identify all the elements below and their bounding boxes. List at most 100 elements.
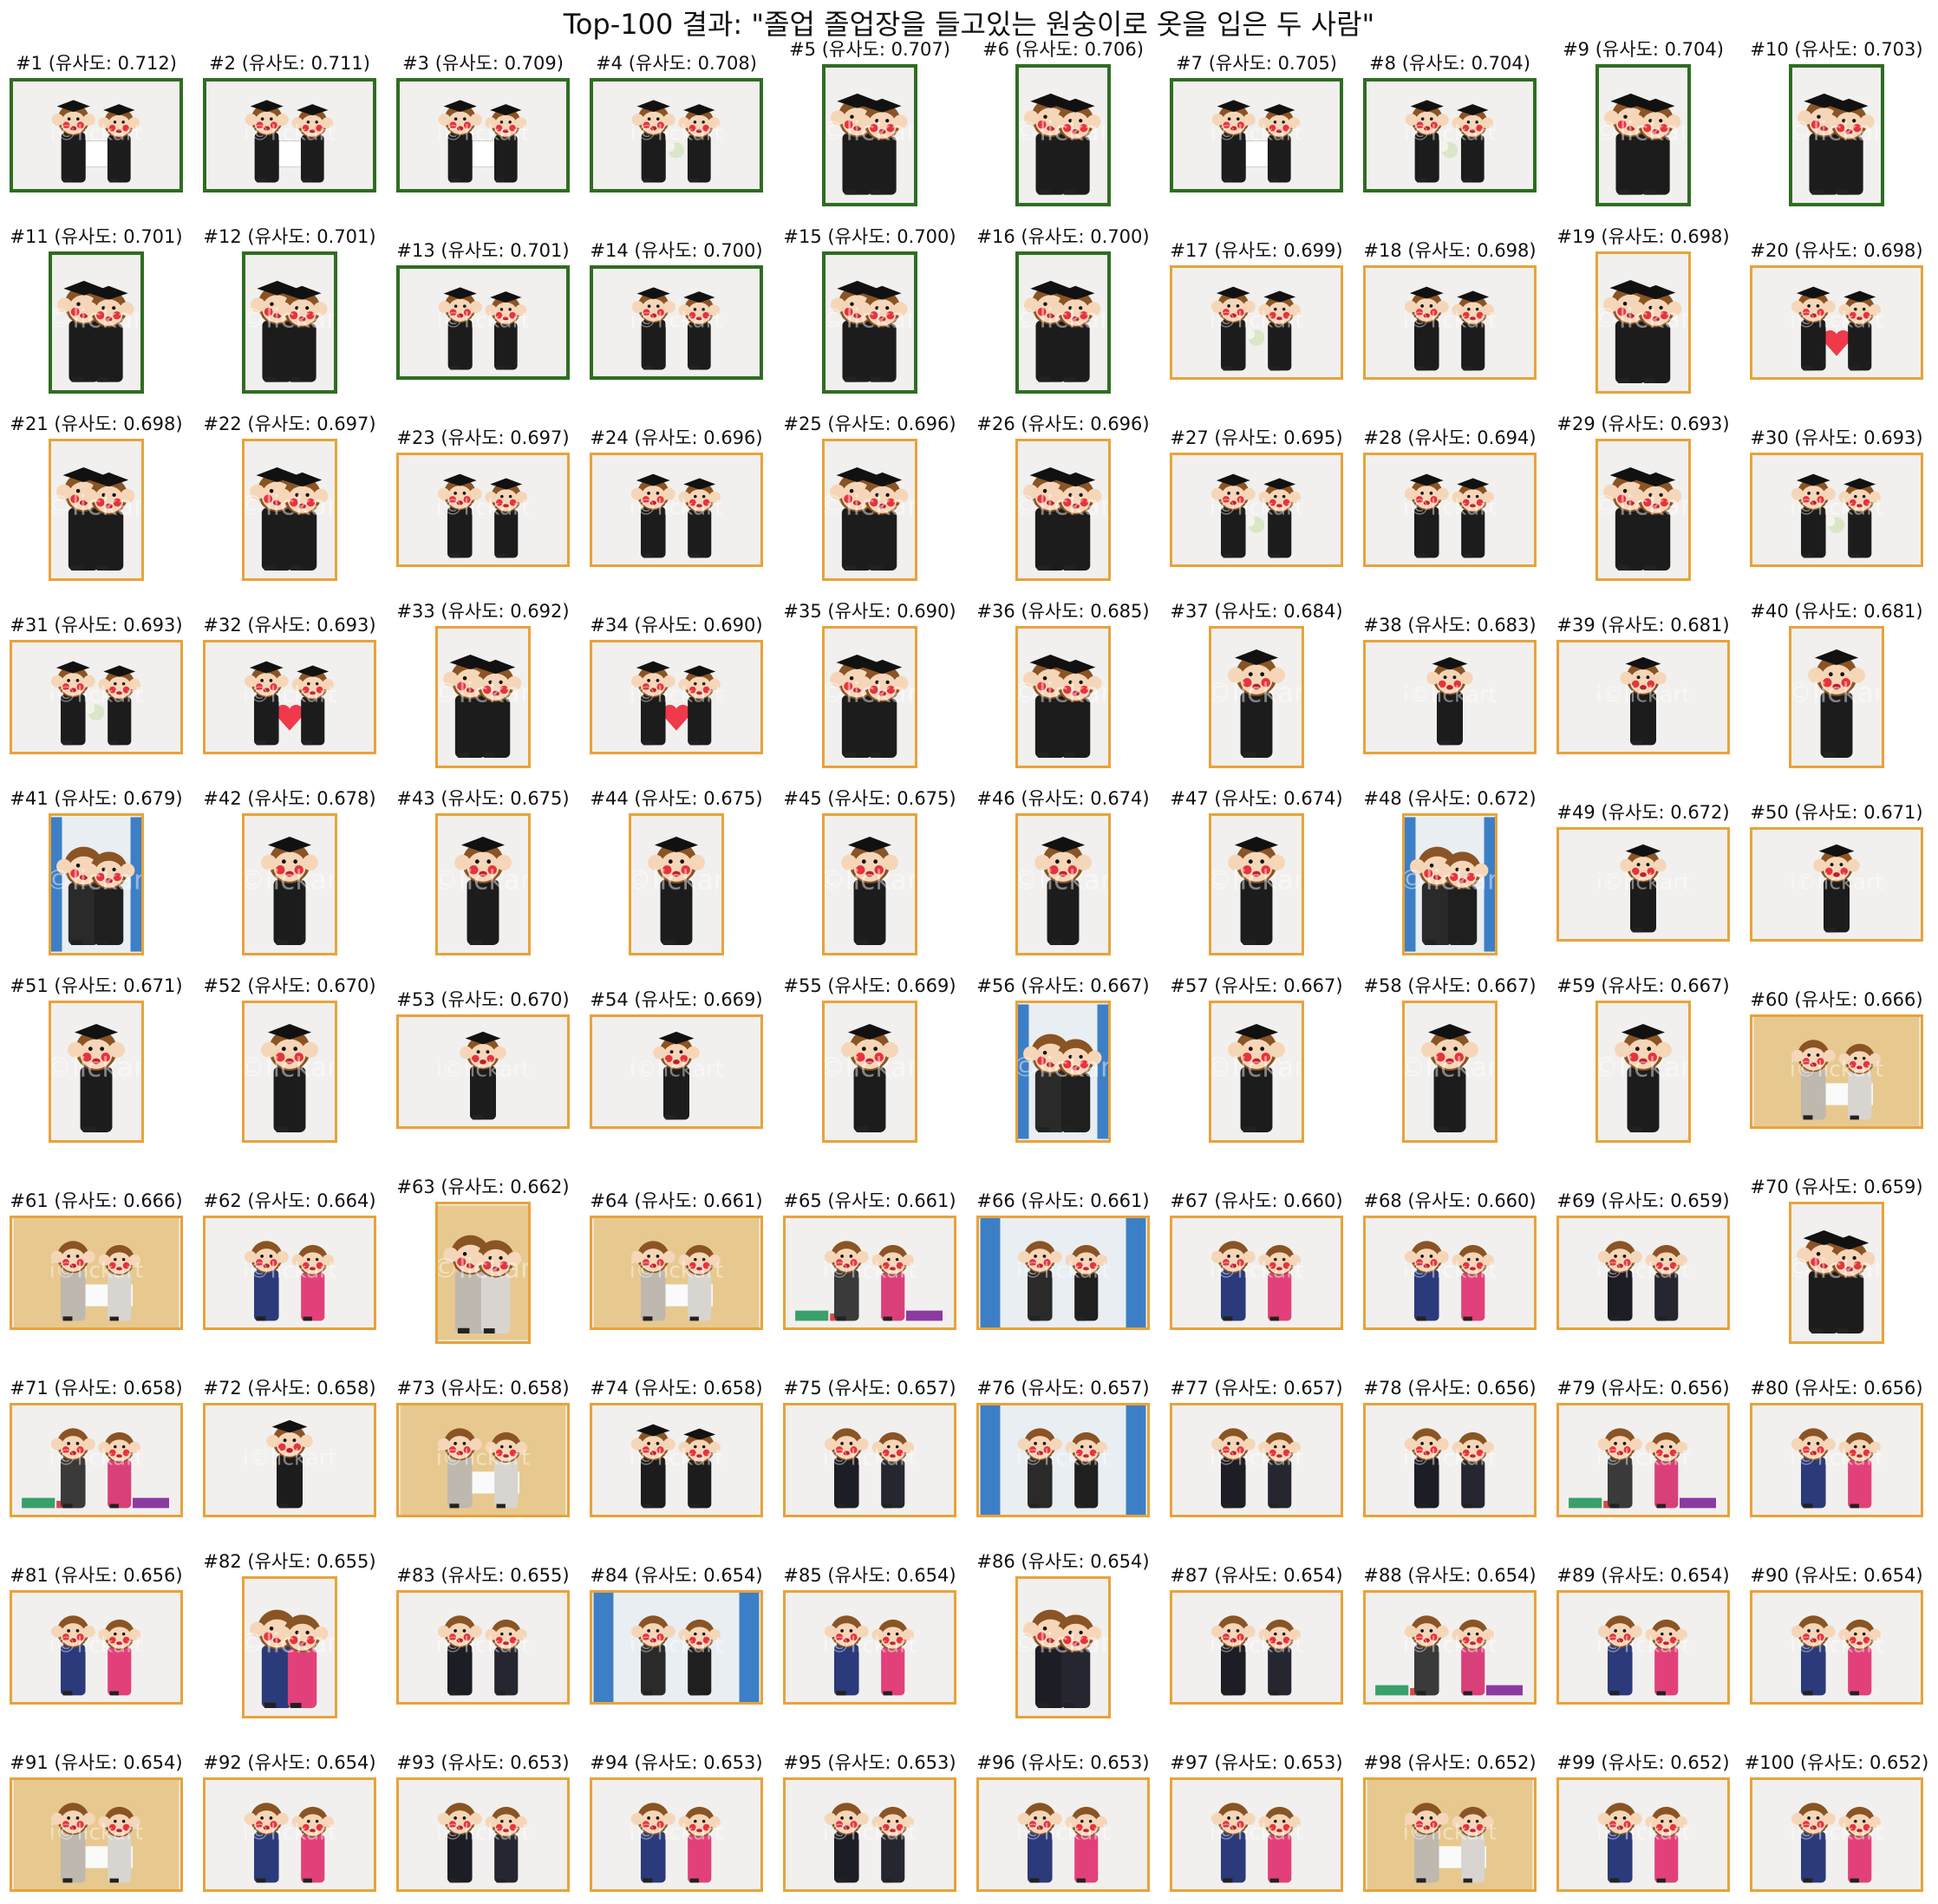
result-thumbnail[interactable]: i©lickart bbox=[1402, 1001, 1498, 1143]
result-thumbnail[interactable]: i©lickart bbox=[1556, 640, 1730, 754]
result-thumbnail[interactable]: i©lickart bbox=[1595, 64, 1691, 206]
result-thumbnail[interactable]: i©lickart bbox=[976, 1777, 1150, 1892]
result-thumbnail[interactable]: i©lickart bbox=[1170, 453, 1343, 567]
result-thumbnail[interactable]: i©lickart bbox=[1015, 439, 1111, 581]
result-thumbnail[interactable]: i©lickart bbox=[1363, 453, 1537, 567]
result-thumbnail[interactable]: i©lickart bbox=[1595, 251, 1691, 394]
result-thumbnail[interactable]: i©lickart bbox=[49, 1001, 144, 1143]
result-thumbnail[interactable]: i©lickart bbox=[1750, 265, 1923, 380]
result-thumbnail[interactable]: i©lickart bbox=[242, 813, 337, 955]
result-thumbnail[interactable]: i©lickart bbox=[396, 1777, 570, 1892]
result-thumbnail[interactable]: i©lickart bbox=[435, 1202, 531, 1344]
result-thumbnail[interactable]: i©lickart bbox=[49, 439, 144, 581]
result-thumbnail[interactable]: i©lickart bbox=[49, 813, 144, 955]
result-thumbnail[interactable]: i©lickart bbox=[1595, 1001, 1691, 1143]
result-thumbnail[interactable]: i©lickart bbox=[1556, 1590, 1730, 1705]
result-thumbnail[interactable]: i©lickart bbox=[590, 1216, 763, 1330]
result-thumbnail[interactable]: i©lickart bbox=[1556, 1216, 1730, 1330]
result-thumbnail[interactable]: i©lickart bbox=[1595, 439, 1691, 581]
result-thumbnail[interactable]: i©lickart bbox=[435, 813, 531, 955]
result-thumbnail[interactable]: i©lickart bbox=[10, 1777, 183, 1892]
result-thumbnail[interactable]: i©lickart bbox=[1363, 1403, 1537, 1517]
result-thumbnail[interactable]: i©lickart bbox=[1363, 265, 1537, 380]
result-thumbnail[interactable]: i©lickart bbox=[435, 626, 531, 768]
result-thumbnail[interactable]: i©lickart bbox=[590, 1014, 763, 1129]
result-thumbnail[interactable]: i©lickart bbox=[783, 1777, 956, 1892]
result-thumbnail[interactable]: i©lickart bbox=[590, 1403, 763, 1517]
result-thumbnail[interactable]: i©lickart bbox=[1750, 1014, 1923, 1129]
result-thumbnail[interactable]: i©lickart bbox=[590, 640, 763, 754]
result-thumbnail[interactable]: i©lickart bbox=[1209, 1001, 1304, 1143]
result-thumbnail[interactable]: i©lickart bbox=[203, 1216, 376, 1330]
result-thumbnail[interactable]: i©lickart bbox=[203, 1403, 376, 1517]
result-thumbnail[interactable]: i©lickart bbox=[1363, 1216, 1537, 1330]
result-thumbnail[interactable]: i©lickart bbox=[203, 78, 376, 192]
result-thumbnail[interactable]: i©lickart bbox=[242, 439, 337, 581]
result-thumbnail[interactable]: i©lickart bbox=[1170, 1403, 1343, 1517]
result-thumbnail[interactable]: i©lickart bbox=[1363, 78, 1537, 192]
result-thumbnail[interactable]: i©lickart bbox=[10, 640, 183, 754]
result-thumbnail[interactable]: i©lickart bbox=[1015, 1001, 1111, 1143]
result-thumbnail[interactable]: i©lickart bbox=[10, 1216, 183, 1330]
result-thumbnail[interactable]: i©lickart bbox=[10, 1590, 183, 1705]
result-thumbnail[interactable]: i©lickart bbox=[976, 1216, 1150, 1330]
result-thumbnail[interactable]: i©lickart bbox=[783, 1216, 956, 1330]
result-thumbnail[interactable]: i©lickart bbox=[1170, 1777, 1343, 1892]
result-thumbnail[interactable]: i©lickart bbox=[1402, 813, 1498, 955]
result-thumbnail[interactable]: i©lickart bbox=[590, 78, 763, 192]
result-thumbnail[interactable]: i©lickart bbox=[590, 265, 763, 380]
result-thumbnail[interactable]: i©lickart bbox=[1015, 251, 1111, 394]
result-thumbnail[interactable]: i©lickart bbox=[1170, 265, 1343, 380]
result-thumbnail[interactable]: i©lickart bbox=[1209, 626, 1304, 768]
result-thumbnail[interactable]: i©lickart bbox=[1750, 1403, 1923, 1517]
result-thumbnail[interactable]: i©lickart bbox=[1556, 827, 1730, 942]
result-thumbnail[interactable]: i©lickart bbox=[1015, 64, 1111, 206]
result-thumbnail[interactable]: i©lickart bbox=[590, 453, 763, 567]
result-thumbnail[interactable]: i©lickart bbox=[822, 813, 917, 955]
result-thumbnail[interactable]: i©lickart bbox=[1363, 640, 1537, 754]
result-thumbnail[interactable]: i©lickart bbox=[396, 1590, 570, 1705]
result-thumbnail[interactable]: i©lickart bbox=[976, 1403, 1150, 1517]
result-thumbnail[interactable]: i©lickart bbox=[822, 626, 917, 768]
result-thumbnail[interactable]: i©lickart bbox=[396, 1403, 570, 1517]
result-thumbnail[interactable]: i©lickart bbox=[1209, 813, 1304, 955]
result-thumbnail[interactable]: i©lickart bbox=[1750, 827, 1923, 942]
result-thumbnail[interactable]: i©lickart bbox=[1363, 1590, 1537, 1705]
result-thumbnail[interactable]: i©lickart bbox=[203, 640, 376, 754]
result-thumbnail[interactable]: i©lickart bbox=[590, 1590, 763, 1705]
result-thumbnail[interactable]: i©lickart bbox=[783, 1590, 956, 1705]
result-thumbnail[interactable]: i©lickart bbox=[242, 1576, 337, 1718]
result-thumbnail[interactable]: i©lickart bbox=[1789, 1202, 1884, 1344]
result-thumbnail[interactable]: i©lickart bbox=[203, 1777, 376, 1892]
result-thumbnail[interactable]: i©lickart bbox=[396, 265, 570, 380]
result-thumbnail[interactable]: i©lickart bbox=[1789, 64, 1884, 206]
result-thumbnail[interactable]: i©lickart bbox=[1170, 1590, 1343, 1705]
result-thumbnail[interactable]: i©lickart bbox=[822, 1001, 917, 1143]
result-thumbnail[interactable]: i©lickart bbox=[1015, 626, 1111, 768]
result-thumbnail[interactable]: i©lickart bbox=[242, 251, 337, 394]
result-thumbnail[interactable]: i©lickart bbox=[822, 64, 917, 206]
result-thumbnail[interactable]: i©lickart bbox=[783, 1403, 956, 1517]
result-thumbnail[interactable]: i©lickart bbox=[10, 1403, 183, 1517]
result-thumbnail[interactable]: i©lickart bbox=[396, 453, 570, 567]
result-thumbnail[interactable]: i©lickart bbox=[1750, 1777, 1923, 1892]
result-thumbnail[interactable]: i©lickart bbox=[10, 78, 183, 192]
result-thumbnail[interactable]: i©lickart bbox=[1556, 1777, 1730, 1892]
result-thumbnail[interactable]: i©lickart bbox=[590, 1777, 763, 1892]
result-thumbnail[interactable]: i©lickart bbox=[1750, 453, 1923, 567]
result-thumbnail[interactable]: i©lickart bbox=[1170, 1216, 1343, 1330]
result-thumbnail[interactable]: i©lickart bbox=[1170, 78, 1343, 192]
result-thumbnail[interactable]: i©lickart bbox=[1015, 813, 1111, 955]
result-thumbnail[interactable]: i©lickart bbox=[396, 1014, 570, 1129]
result-thumbnail[interactable]: i©lickart bbox=[822, 439, 917, 581]
result-thumbnail[interactable]: i©lickart bbox=[822, 251, 917, 394]
result-thumbnail[interactable]: i©lickart bbox=[1750, 1590, 1923, 1705]
result-thumbnail[interactable]: i©lickart bbox=[396, 78, 570, 192]
result-thumbnail[interactable]: i©lickart bbox=[1556, 1403, 1730, 1517]
result-thumbnail[interactable]: i©lickart bbox=[1789, 626, 1884, 768]
result-thumbnail[interactable]: i©lickart bbox=[49, 251, 144, 394]
result-thumbnail[interactable]: i©lickart bbox=[1015, 1576, 1111, 1718]
result-thumbnail[interactable]: i©lickart bbox=[1363, 1777, 1537, 1892]
result-thumbnail[interactable]: i©lickart bbox=[242, 1001, 337, 1143]
result-thumbnail[interactable]: i©lickart bbox=[629, 813, 724, 955]
